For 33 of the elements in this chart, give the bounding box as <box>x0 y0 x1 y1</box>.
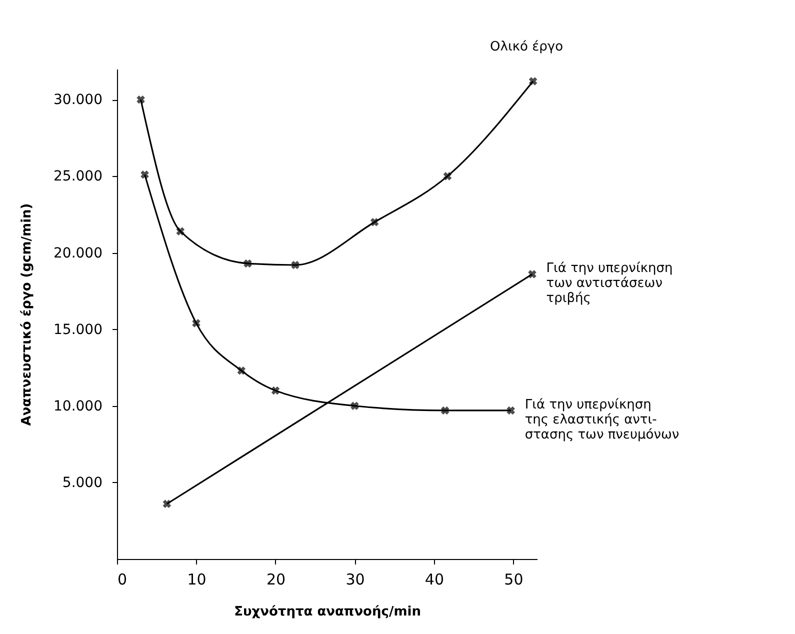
y-axis-title: Αναπνευστικό έργο (gcm/min) <box>20 203 35 426</box>
x-tick-label: 0 <box>118 570 128 588</box>
point <box>506 406 515 415</box>
text: Ολικό έργο <box>490 39 564 54</box>
x-tick-label: 30 <box>346 570 365 588</box>
x-tick-label: 20 <box>266 570 286 588</box>
y-tick-label: 15.000 <box>54 322 102 338</box>
point <box>291 260 300 270</box>
point <box>440 406 450 415</box>
x-axis-title: Συχνότητα αναπνοής/min <box>234 604 421 620</box>
y-tick-label: 20.000 <box>54 245 102 262</box>
y-tick-label: 10.000 <box>54 398 102 414</box>
x-tick-label: 50 <box>504 570 524 588</box>
point <box>140 170 149 179</box>
point <box>350 402 359 410</box>
point <box>443 172 452 180</box>
series-label: Γιά την υπερνίκηση των αντιστάσεων τριβής <box>546 261 673 306</box>
point <box>162 500 172 508</box>
point <box>192 319 200 328</box>
point <box>271 386 280 395</box>
x-tick-label: 40 <box>424 570 444 588</box>
y-tick-label: 5.000 <box>62 474 102 491</box>
series-label: Γιά την υπερνίκηση της ελαστικής αντι- στασης των πνευμόνων <box>524 397 680 442</box>
x-tick-label: 10 <box>187 570 206 588</box>
y-tick-label: 30.000 <box>54 92 102 108</box>
y-tick-label: 25.000 <box>54 168 102 185</box>
point <box>244 259 252 268</box>
point <box>136 95 145 104</box>
point <box>528 270 536 278</box>
point <box>370 218 379 226</box>
point <box>176 227 185 236</box>
point <box>528 77 538 86</box>
point <box>237 366 246 375</box>
